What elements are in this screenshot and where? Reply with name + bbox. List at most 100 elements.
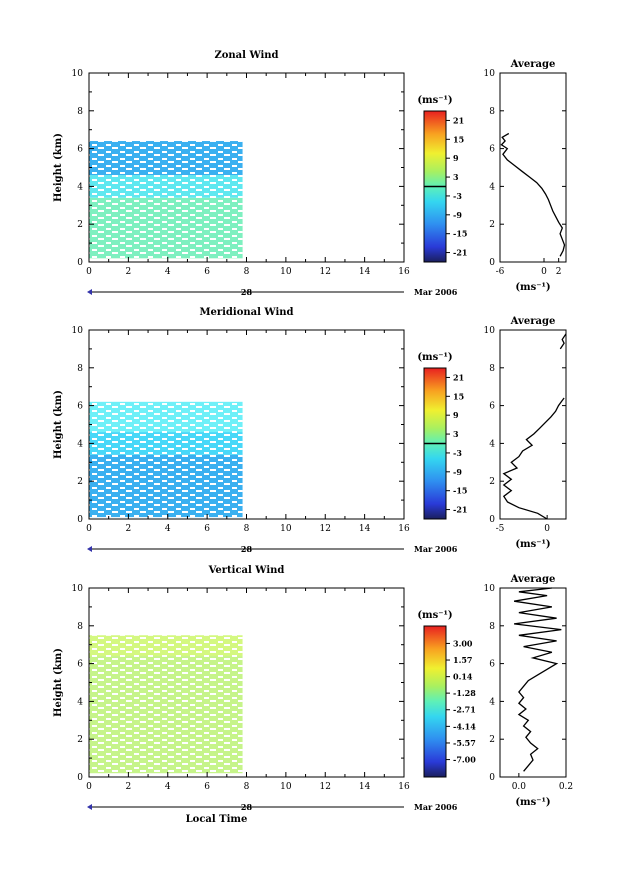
y-tick-label: 2 bbox=[77, 477, 83, 487]
date-suffix: Mar 2006 bbox=[414, 544, 458, 554]
average-x-tick-label: 0.2 bbox=[559, 782, 573, 792]
colorbar-tick-label: -15 bbox=[453, 486, 467, 496]
average-unit: (ms⁻¹) bbox=[515, 539, 550, 550]
average-profile-line bbox=[500, 132, 566, 257]
y-tick-label: 8 bbox=[77, 622, 83, 632]
x-tick-label: 14 bbox=[359, 267, 371, 277]
x-tick-label: 2 bbox=[126, 782, 132, 792]
x-tick-label: 10 bbox=[280, 524, 292, 534]
average-profile-upper-line bbox=[559, 333, 567, 350]
x-tick-label: 10 bbox=[280, 267, 292, 277]
average-y-tick-label: 0 bbox=[489, 515, 495, 525]
colorbar-tick-label: -21 bbox=[453, 505, 467, 515]
x-tick-label: 2 bbox=[126, 267, 132, 277]
colorbar-tick-label: 1.57 bbox=[453, 655, 472, 665]
average-title: Average bbox=[510, 59, 556, 70]
average-x-tick-label: 0 bbox=[541, 267, 547, 277]
average-y-tick-label: 2 bbox=[489, 735, 495, 745]
x-tick-label: 12 bbox=[320, 782, 331, 792]
average-x-tick-label: -6 bbox=[496, 267, 505, 277]
average-y-tick-label: 4 bbox=[489, 182, 495, 192]
x-tick-label: 6 bbox=[204, 267, 210, 277]
heatmap-gaps bbox=[89, 635, 243, 774]
y-tick-label: 6 bbox=[77, 402, 83, 412]
y-tick-label: 4 bbox=[77, 182, 83, 192]
x-tick-label: 6 bbox=[204, 524, 210, 534]
colorbar-tick-label: -2.71 bbox=[453, 705, 476, 715]
colorbar-tick-label: 3 bbox=[453, 429, 459, 439]
x-tick-label: 0 bbox=[86, 524, 92, 534]
x-tick-label: 4 bbox=[165, 524, 171, 534]
colorbar-unit: (ms⁻¹) bbox=[417, 610, 452, 621]
average-y-tick-label: 2 bbox=[489, 477, 495, 487]
colorbar-unit: (ms⁻¹) bbox=[417, 352, 452, 363]
y-tick-label: 6 bbox=[77, 660, 83, 670]
average-y-tick-label: 6 bbox=[489, 145, 495, 155]
average-unit: (ms⁻¹) bbox=[515, 797, 550, 808]
panel-title: Meridional Wind bbox=[199, 307, 293, 318]
x-tick-label: 2 bbox=[126, 524, 132, 534]
y-tick-label: 0 bbox=[77, 515, 83, 525]
panel-2: Meridional Wind 0 2 4 6 8 10 12 14 16 0 2 4 6 8 10 Heigh… bbox=[53, 307, 567, 554]
x-tick-label: 4 bbox=[165, 267, 171, 277]
y-tick-label: 4 bbox=[77, 439, 83, 449]
y-tick-label: 6 bbox=[77, 145, 83, 155]
y-tick-label: 10 bbox=[72, 584, 84, 594]
x-tick-label: 12 bbox=[320, 524, 331, 534]
average-y-tick-label: 10 bbox=[484, 584, 496, 594]
date-axis-marker bbox=[87, 289, 92, 295]
average-x-tick-label: 0 bbox=[544, 524, 550, 534]
average-y-tick-label: 4 bbox=[489, 439, 495, 449]
y-axis-label: Height (km) bbox=[53, 133, 64, 202]
colorbar-tick-label: -3 bbox=[453, 191, 462, 201]
average-unit: (ms⁻¹) bbox=[515, 282, 550, 293]
colorbar-tick-label: 21 bbox=[453, 115, 464, 125]
x-tick-label: 16 bbox=[398, 267, 410, 277]
average-x-tick-label: 2 bbox=[556, 267, 562, 277]
colorbar-tick-label: 15 bbox=[453, 134, 464, 144]
average-y-tick-label: 6 bbox=[489, 402, 495, 412]
average-profile-line bbox=[502, 397, 565, 520]
panel-3: Vertical Wind 0 2 4 6 8 10 12 14 16 0 2 4 6 8 10 Height … bbox=[53, 565, 573, 825]
date-axis-label: 28 bbox=[241, 544, 253, 554]
average-y-tick-label: 4 bbox=[489, 697, 495, 707]
colorbar bbox=[423, 625, 447, 778]
average-frame bbox=[499, 72, 567, 263]
x-tick-label: 16 bbox=[398, 524, 410, 534]
average-y-tick-label: 10 bbox=[484, 326, 496, 336]
colorbar-tick-label: -21 bbox=[453, 248, 467, 258]
colorbar-tick-label: 3.00 bbox=[453, 638, 473, 648]
average-x-tick-label: -5 bbox=[496, 524, 505, 534]
colorbar-tick-label: -1.28 bbox=[453, 688, 476, 698]
y-tick-label: 8 bbox=[77, 107, 83, 117]
y-tick-label: 4 bbox=[77, 697, 83, 707]
average-title: Average bbox=[510, 316, 556, 327]
x-tick-label: 14 bbox=[359, 524, 371, 534]
average-y-tick-label: 10 bbox=[484, 69, 496, 79]
x-tick-label: 8 bbox=[244, 782, 250, 792]
colorbar-tick-label: 9 bbox=[453, 410, 459, 420]
average-y-tick-label: 2 bbox=[489, 220, 495, 230]
x-tick-label: 10 bbox=[280, 782, 292, 792]
average-y-tick-label: 8 bbox=[489, 622, 495, 632]
y-tick-label: 0 bbox=[77, 258, 83, 268]
y-tick-label: 2 bbox=[77, 735, 83, 745]
date-axis-marker bbox=[87, 546, 92, 552]
date-suffix: Mar 2006 bbox=[414, 802, 458, 812]
average-profile-line bbox=[513, 587, 562, 772]
average-y-tick-label: 8 bbox=[489, 364, 495, 374]
x-tick-label: 0 bbox=[86, 267, 92, 277]
x-tick-label: 4 bbox=[165, 782, 171, 792]
x-tick-label: 14 bbox=[359, 782, 371, 792]
colorbar-tick-label: -7.00 bbox=[453, 755, 476, 765]
y-axis-label: Height (km) bbox=[53, 390, 64, 459]
x-axis-label: Local Time bbox=[186, 814, 248, 825]
colorbar-tick-label: -4.14 bbox=[453, 721, 476, 731]
colorbar-tick-label: -5.57 bbox=[453, 738, 476, 748]
y-tick-label: 8 bbox=[77, 364, 83, 374]
average-y-tick-label: 8 bbox=[489, 107, 495, 117]
y-tick-label: 2 bbox=[77, 220, 83, 230]
panel-title: Vertical Wind bbox=[208, 565, 285, 576]
x-tick-label: 0 bbox=[86, 782, 92, 792]
date-axis-marker bbox=[87, 804, 92, 810]
